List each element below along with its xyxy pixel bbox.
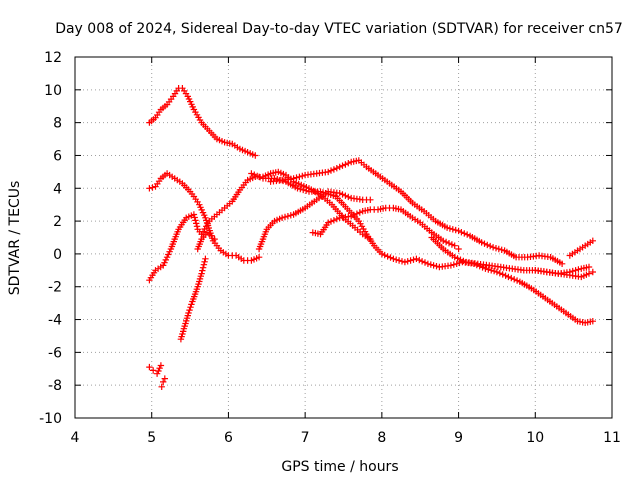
- y-tick-label: -2: [48, 280, 62, 296]
- x-tick-label: 9: [454, 430, 463, 446]
- data-point-markers: [146, 170, 263, 264]
- y-tick-label: 0: [53, 247, 62, 263]
- data-point-markers: [158, 375, 168, 390]
- series-track-l: [194, 229, 218, 253]
- x-axis-label: GPS time / hours: [281, 459, 398, 475]
- series-track-b: [146, 170, 263, 264]
- data-point-markers: [566, 237, 596, 259]
- y-axis-label: SDTVAR / TECUs: [7, 181, 23, 296]
- series-track-i: [532, 263, 593, 277]
- series-track-n: [158, 375, 168, 390]
- y-tick-label: 10: [44, 83, 62, 99]
- series-track-m: [146, 362, 165, 377]
- data-point-markers: [267, 157, 566, 267]
- series-track-c: [255, 188, 374, 253]
- y-tick-label: -4: [48, 313, 62, 329]
- chart-title: Day 008 of 2024, Sidereal Day-to-day VTE…: [55, 21, 623, 37]
- data-point-markers: [194, 229, 218, 253]
- x-tick-label: 11: [603, 430, 621, 446]
- grid-lines: [75, 57, 612, 418]
- series-track-j: [566, 237, 596, 259]
- x-tick-label: 5: [147, 430, 156, 446]
- series-track-e: [248, 170, 596, 326]
- data-point-markers: [146, 85, 259, 159]
- y-tick-label: 8: [53, 116, 62, 132]
- y-tick-label: -10: [39, 411, 62, 427]
- data-point-markers: [248, 170, 596, 326]
- series-track-d: [146, 168, 374, 284]
- series-track-f: [267, 157, 566, 267]
- y-tick-label: 12: [44, 50, 62, 66]
- x-tick-labels: 4 5 6 7 8 9 10 11: [71, 430, 621, 446]
- y-tick-label: -6: [48, 345, 62, 361]
- data-point-markers: [255, 188, 374, 253]
- y-tick-label: 6: [53, 148, 62, 164]
- series-track-a: [146, 85, 259, 159]
- data-series: [146, 85, 596, 390]
- x-tick-label: 4: [71, 430, 80, 446]
- data-point-markers: [428, 234, 596, 281]
- data-point-markers: [532, 263, 593, 277]
- x-tick-label: 8: [377, 430, 386, 446]
- data-point-markers: [146, 168, 374, 284]
- x-tick-label: 10: [526, 430, 544, 446]
- x-tick-label: 7: [301, 430, 310, 446]
- y-tick-label: 4: [53, 181, 62, 197]
- tick-marks: [74, 56, 613, 419]
- series-track-k: [177, 255, 209, 343]
- y-tick-label: 2: [53, 214, 62, 230]
- series-track-h: [428, 234, 596, 281]
- series-track-g: [309, 204, 462, 253]
- x-tick-label: 6: [224, 430, 233, 446]
- y-tick-label: -8: [48, 378, 62, 394]
- data-point-markers: [177, 255, 209, 343]
- data-point-markers: [309, 204, 462, 253]
- data-point-markers: [146, 362, 165, 377]
- plot-frame: [74, 56, 613, 419]
- y-tick-labels: -10 -8 -6 -4 -2 0 2 4 6 8 10 12: [39, 50, 62, 427]
